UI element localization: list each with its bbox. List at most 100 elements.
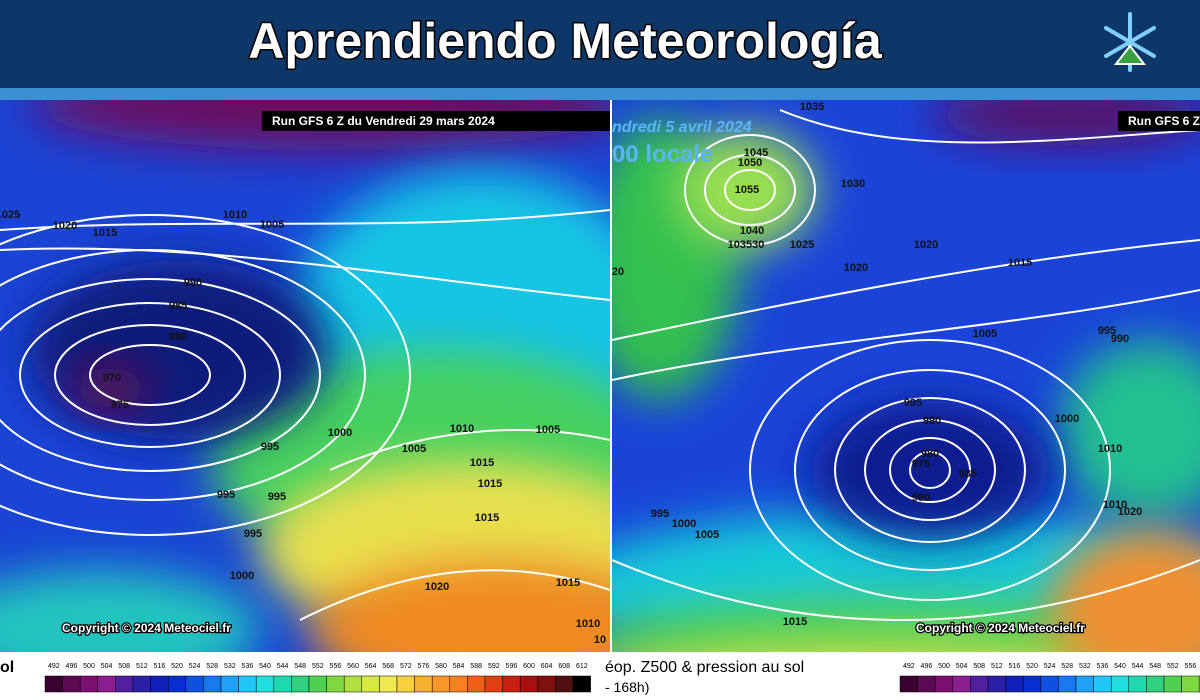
isobar-label: 1005 bbox=[695, 529, 719, 541]
isobar-label: 1040 bbox=[740, 225, 764, 237]
isobar bbox=[89, 344, 211, 406]
scale-swatch bbox=[431, 675, 451, 693]
scale-label: 532 bbox=[224, 663, 236, 670]
scale-label: 516 bbox=[1009, 663, 1021, 670]
scale-label: 572 bbox=[400, 663, 412, 670]
isobar-label: 990 bbox=[923, 415, 941, 427]
field-shade bbox=[810, 400, 1050, 540]
run-label: Run GFS 6 Z bbox=[1128, 114, 1200, 128]
run-label-box bbox=[1118, 111, 1200, 131]
isobar-label: 975 bbox=[912, 458, 930, 470]
isobar bbox=[749, 339, 1111, 601]
isobar bbox=[0, 214, 411, 536]
isobar-label: 1015 bbox=[93, 227, 117, 239]
scale-label: 556 bbox=[330, 663, 342, 670]
scale-swatch bbox=[917, 675, 936, 693]
scale-label: 500 bbox=[938, 663, 950, 670]
isobar-label: 985 bbox=[959, 468, 977, 480]
scale-label: 512 bbox=[136, 663, 148, 670]
isobar-label: 1025 bbox=[0, 209, 20, 221]
scale-swatch bbox=[1058, 675, 1077, 693]
isobar bbox=[0, 247, 610, 301]
isobar-label: 1015 bbox=[556, 577, 580, 589]
scale-label: 504 bbox=[101, 663, 113, 670]
scale-swatch bbox=[185, 675, 204, 693]
isobar bbox=[612, 289, 1200, 381]
isobar-label: 1020 bbox=[1118, 506, 1142, 518]
isobar-label: 1050 bbox=[738, 157, 762, 169]
isobar-label: 995 bbox=[904, 397, 922, 409]
scale-label: 508 bbox=[118, 663, 130, 670]
logo bbox=[1104, 12, 1156, 72]
scale-label: 504 bbox=[956, 663, 968, 670]
legend-edge: ol bbox=[0, 659, 14, 676]
isobar-label: 1000 bbox=[230, 570, 254, 582]
scale-swatch bbox=[97, 675, 116, 693]
scale-swatch bbox=[572, 675, 591, 693]
scale-swatch bbox=[467, 675, 486, 693]
isobar bbox=[612, 239, 1200, 341]
isobar-label: 1015 bbox=[470, 457, 494, 469]
isobar-label: 1045 bbox=[744, 147, 768, 159]
panel-divider bbox=[610, 100, 612, 652]
isobar bbox=[779, 109, 1200, 144]
scale-swatch bbox=[1110, 675, 1130, 693]
scale-label: 528 bbox=[1061, 663, 1073, 670]
scale-swatch bbox=[150, 675, 169, 693]
isobar-label: 1005 bbox=[973, 328, 997, 340]
scale-label: 580 bbox=[435, 663, 447, 670]
isobar-label: 1055 bbox=[735, 184, 759, 196]
scale-label: 512 bbox=[991, 663, 1003, 670]
isobar bbox=[329, 429, 610, 471]
isobar-label: 1015 bbox=[478, 478, 502, 490]
scale-label: 576 bbox=[418, 663, 430, 670]
scale-swatch bbox=[1075, 675, 1094, 693]
scale-swatch bbox=[1163, 675, 1182, 693]
isobar-label: 980 bbox=[169, 331, 187, 343]
scale-label: 568 bbox=[382, 663, 394, 670]
run-label: Run GFS 6 Z du Vendredi 29 mars 2024 bbox=[272, 114, 495, 128]
scale-label: 536 bbox=[242, 663, 254, 670]
header-title: Aprendiendo Meteorología bbox=[248, 13, 883, 69]
isobar bbox=[299, 569, 610, 621]
isobar-label: 1010 bbox=[450, 423, 474, 435]
legend-subtitle: - 168h) bbox=[605, 679, 649, 695]
scale-label: 588 bbox=[470, 663, 482, 670]
isobar-label: 995 bbox=[268, 491, 286, 503]
scale-swatch bbox=[273, 675, 292, 693]
isobar-label: 1015 bbox=[1008, 257, 1032, 269]
isobar-label: 1005 bbox=[536, 424, 560, 436]
header-stripe bbox=[0, 88, 1200, 100]
scale-label: 492 bbox=[903, 663, 915, 670]
scale-label: 544 bbox=[277, 663, 289, 670]
isobar-label: 1010 bbox=[576, 618, 600, 630]
isobar-label: 1030 bbox=[841, 178, 865, 190]
isobar-label: 995 bbox=[217, 489, 235, 501]
isobar-label: 1005 bbox=[260, 219, 284, 231]
isobar-label: 990 bbox=[184, 277, 202, 289]
scale-label: 540 bbox=[259, 663, 271, 670]
isobar bbox=[864, 419, 996, 521]
scale-label: 560 bbox=[347, 663, 359, 670]
isobar-label: 1025 bbox=[790, 239, 814, 251]
isobar bbox=[0, 209, 610, 231]
scale-swatch bbox=[484, 675, 503, 693]
isobar-label: 1000 bbox=[1055, 413, 1079, 425]
field-shade bbox=[1050, 530, 1200, 652]
scale-swatch bbox=[361, 675, 380, 693]
scale-swatch bbox=[555, 675, 574, 693]
field-shade bbox=[1060, 340, 1200, 520]
scale-label: 592 bbox=[488, 663, 500, 670]
legend-title: éop. Z500 & pression au sol bbox=[605, 659, 804, 676]
isobar-label: 1020 bbox=[844, 262, 868, 274]
scale-swatch bbox=[502, 675, 521, 693]
header-bar bbox=[0, 0, 1200, 88]
copyright: Copyright © 2024 Meteociel.fr bbox=[916, 621, 1085, 635]
copyright: Copyright © 2024 Meteociel.fr bbox=[62, 621, 231, 635]
isobar bbox=[909, 451, 951, 489]
isobar-label: 975 bbox=[111, 399, 129, 411]
scale-label: 516 bbox=[154, 663, 166, 670]
